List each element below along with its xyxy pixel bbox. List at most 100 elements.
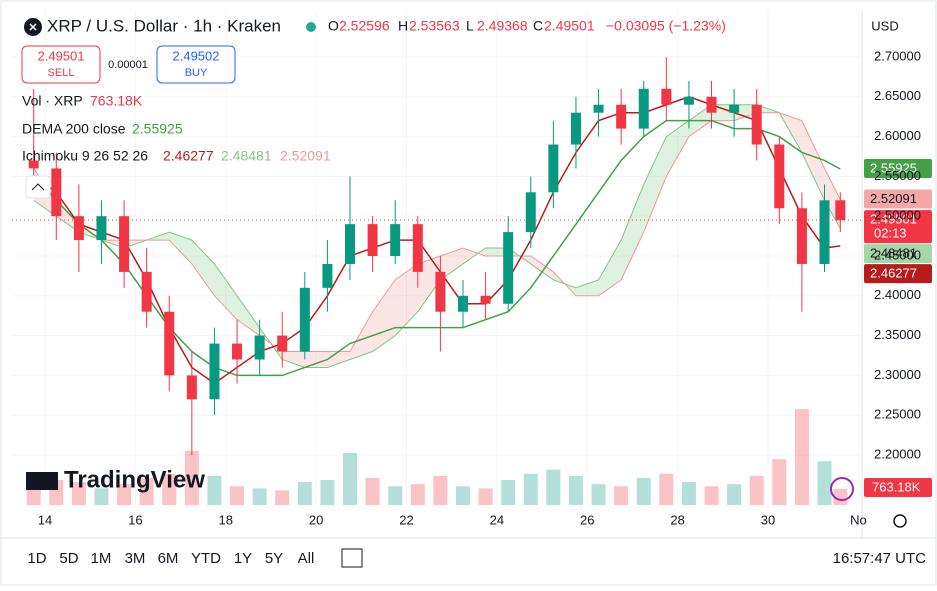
y-tick-label: 2.55000 [874, 168, 921, 183]
cloud-segment [575, 279, 599, 296]
cloud-segment [304, 351, 328, 368]
cloud-segment [169, 232, 192, 264]
sell-label: SELL [48, 67, 75, 79]
candle-body [254, 335, 265, 360]
candle-body [435, 271, 446, 312]
volume-tag-label: 763.18K [872, 479, 921, 494]
settings-icon[interactable] [893, 514, 907, 528]
candle-body [706, 96, 717, 113]
volume-bar [478, 488, 493, 505]
change: −0.03095 (−1.23%) [606, 18, 726, 34]
candle-body [819, 200, 830, 264]
volume-bar [410, 484, 425, 505]
range-button[interactable]: 1M [91, 550, 112, 567]
price-tag-label: 2.55925 [870, 160, 917, 175]
range-button[interactable]: 1D [27, 550, 46, 567]
buy-label: BUY [185, 67, 208, 79]
x-tick-label: 18 [219, 512, 233, 527]
volume-bar [727, 484, 742, 505]
volume-bar [343, 452, 358, 505]
volume-tag [864, 478, 932, 497]
candle-body [751, 104, 762, 145]
assistant-icon[interactable] [830, 477, 854, 501]
volume-bar [817, 461, 832, 505]
y-tick-label: 2.50000 [874, 208, 921, 223]
y-tick-label: 2.25000 [874, 407, 921, 422]
volume-bar [568, 475, 583, 505]
cloud-segment [621, 184, 644, 280]
cloud-segment [350, 311, 373, 360]
candle-body [390, 224, 401, 256]
volume-bar [388, 486, 403, 505]
ichimoku-value: 2.48481 [221, 148, 272, 164]
cloud-segment [440, 248, 463, 280]
candle-body [28, 160, 39, 169]
range-button[interactable]: 6M [158, 550, 179, 567]
price-tag-label: 2.46277 [870, 266, 917, 281]
candle-body [835, 200, 846, 221]
x-tick-label: 14 [38, 512, 52, 527]
volume-bar [772, 459, 787, 505]
currency[interactable]: USD [871, 18, 898, 33]
candle-body [796, 208, 807, 264]
range-button[interactable]: 5D [59, 550, 78, 567]
range-button[interactable]: 3M [125, 550, 146, 567]
candle-body [367, 224, 378, 256]
ohlc-label: L [466, 18, 474, 34]
candle-body [661, 88, 672, 105]
cloud-segment [666, 120, 689, 177]
plot-area [12, 10, 862, 505]
candle-body [73, 216, 84, 241]
candle-body [774, 144, 785, 209]
volume-bar [117, 484, 132, 505]
cloud-segment [191, 240, 215, 296]
volume-bar [523, 473, 538, 505]
price-tag [864, 244, 932, 264]
volume-bar [365, 477, 380, 505]
volume-bar [139, 477, 154, 505]
collapse-button[interactable] [25, 175, 51, 199]
calendar-icon[interactable] [341, 548, 363, 568]
candle-body [616, 104, 627, 129]
cloud-segment [801, 120, 825, 201]
candle-body [164, 311, 175, 376]
sell-button[interactable] [21, 45, 101, 84]
volume-bar [320, 480, 335, 505]
range-button[interactable]: 5Y [265, 550, 283, 567]
candle-body [186, 375, 197, 400]
range-button[interactable]: 1Y [234, 550, 252, 567]
price-tag-label: 2.48481 [870, 246, 917, 261]
cloud-segment [282, 351, 305, 368]
volume-bar [207, 475, 222, 505]
volume-bar [749, 475, 764, 505]
range-button[interactable]: All [298, 550, 315, 567]
collapse-icon [31, 183, 45, 191]
volume-bar [297, 482, 312, 505]
volume-bar [162, 473, 177, 505]
ohlc-label: O [328, 18, 339, 34]
candle-body [503, 232, 514, 304]
logo-mark [26, 472, 58, 490]
symbol: XRP / U.S. Dollar · 1h · Kraken [47, 16, 281, 35]
range-button[interactable]: YTD [191, 550, 221, 567]
candle-body [412, 224, 423, 272]
volume-bar [433, 475, 448, 505]
ohlc-value: 2.53563 [409, 18, 460, 34]
cloud-segment [598, 240, 622, 296]
price-tag [864, 210, 932, 244]
cloud-segment [530, 255, 554, 280]
candle-body [277, 335, 288, 352]
buy-button[interactable] [156, 45, 236, 84]
volume-bar [26, 486, 41, 505]
candle-body [119, 216, 130, 272]
volume-bar [833, 489, 848, 505]
volume-bar [501, 480, 516, 505]
ohlc-value: 2.49368 [477, 18, 528, 34]
y-tick-label: 2.65000 [874, 88, 921, 103]
volume-bar [275, 490, 290, 505]
y-tick-label: 2.70000 [874, 48, 921, 63]
ohlc-label: H [398, 18, 408, 34]
y-tick-label: 2.30000 [874, 367, 921, 382]
logo-text: TradingView [64, 466, 205, 493]
buy-price: 2.49502 [173, 48, 220, 63]
